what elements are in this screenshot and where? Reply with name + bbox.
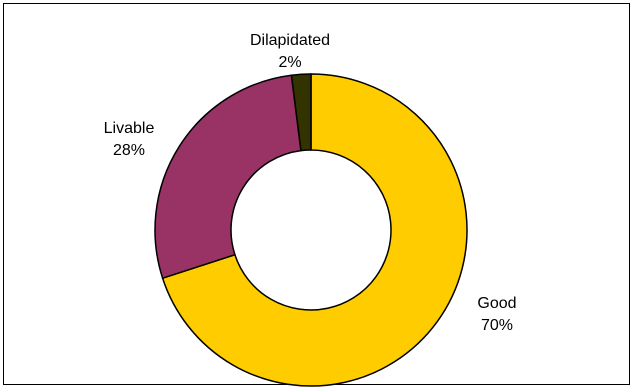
label-dilapidated-value: 2%: [278, 54, 301, 71]
slices: [154, 73, 468, 387]
slice-dilapidated: [290, 73, 312, 152]
slice-livable: [154, 74, 302, 280]
label-livable-name: Livable: [104, 120, 155, 137]
label-livable-value: 28%: [113, 142, 145, 159]
data-labels: Good 70% Livable 28% Dilapidated 2%: [104, 32, 517, 334]
label-good-value: 70%: [481, 317, 513, 334]
label-good-name: Good: [477, 295, 516, 312]
slice-good: [161, 73, 468, 387]
label-dilapidated-name: Dilapidated: [250, 32, 330, 49]
